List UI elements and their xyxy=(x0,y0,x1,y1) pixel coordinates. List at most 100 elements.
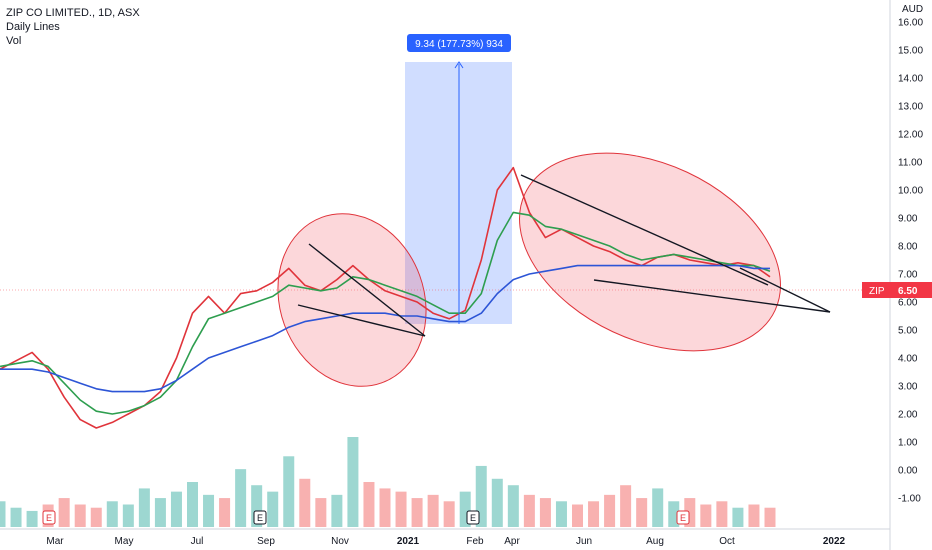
annotations xyxy=(0,62,890,387)
volume-bar xyxy=(219,498,231,527)
volume-bar xyxy=(58,498,70,527)
trend-line xyxy=(739,267,831,313)
measure-label-box xyxy=(407,34,511,52)
x-axis: Mar May Jul Sep Nov 2021 Feb Apr Jun Aug Oct 2022 xyxy=(0,528,890,547)
volume-bar xyxy=(652,488,664,527)
volume-bar xyxy=(395,491,407,527)
volume-bar xyxy=(572,504,583,527)
volume-bar xyxy=(90,507,102,527)
volume-bar xyxy=(0,501,6,527)
volume-bar xyxy=(251,485,263,527)
price-tag-box xyxy=(862,282,932,298)
volume-bar xyxy=(331,494,343,527)
volume-bar xyxy=(379,488,391,527)
volume-bar xyxy=(668,501,680,527)
x-tick-label: May xyxy=(115,536,134,547)
x-tick-label: Feb xyxy=(466,536,484,547)
volume-bar xyxy=(363,482,375,527)
y-tick-label: 7.00 xyxy=(898,270,918,281)
y-tick-label: 6.00 xyxy=(898,298,918,309)
volume-bar xyxy=(122,504,134,527)
y-tick-label: 3.00 xyxy=(898,382,918,393)
measure-arrow-head xyxy=(454,61,464,69)
volume-bar xyxy=(764,507,776,527)
measure-label: 9.34 (177.73%) 934 xyxy=(415,39,503,50)
trend-lines xyxy=(297,174,831,337)
currency-label: AUD xyxy=(902,4,923,15)
volume-bar xyxy=(267,491,279,527)
trend-line xyxy=(308,243,426,337)
chart-title: ZIP CO LIMITED., 1D, ASX xyxy=(6,7,140,19)
y-tick-label: 16.00 xyxy=(898,18,923,29)
highlight-ellipse-right xyxy=(519,152,781,352)
y-tick-label: 9.00 xyxy=(898,214,918,225)
volume-bar xyxy=(684,498,696,527)
x-tick-label: Sep xyxy=(257,536,275,547)
y-tick-label: 14.00 xyxy=(898,74,923,85)
x-tick-label: 2021 xyxy=(397,536,420,547)
series-line-1 xyxy=(0,211,771,415)
earnings-marker-label: E xyxy=(46,513,52,523)
volume-bar xyxy=(748,504,760,527)
volume-bar xyxy=(507,485,519,527)
volume-bar xyxy=(459,491,471,527)
chart-legend: ZIP CO LIMITED., 1D, ASX Daily Lines Vol xyxy=(6,6,140,48)
y-tick-label: 0.00 xyxy=(898,466,918,477)
series-lines xyxy=(0,166,771,429)
volume-bar xyxy=(187,482,198,527)
volume-bar xyxy=(732,507,744,527)
y-tick-label: 1.00 xyxy=(898,438,918,449)
y-tick-label: -1.00 xyxy=(898,494,921,505)
volume-bar xyxy=(443,501,455,527)
volume-bar xyxy=(26,510,38,527)
earnings-marker: E xyxy=(253,510,267,525)
volume-bar xyxy=(315,498,327,527)
x-tick-label: Oct xyxy=(719,536,735,547)
x-tick-label: Jun xyxy=(576,536,592,547)
x-tick-label: Aug xyxy=(646,536,664,547)
volume-bar xyxy=(427,494,439,527)
trend-line xyxy=(593,279,831,313)
volume-label: Vol xyxy=(6,35,22,47)
volume-bar xyxy=(106,501,118,527)
volume-bar xyxy=(138,488,150,527)
volume-bar xyxy=(620,485,632,527)
volume-bar xyxy=(523,494,535,527)
volume-bar xyxy=(588,501,600,527)
volume-bar xyxy=(154,498,166,527)
symbol-label: ZIP xyxy=(869,286,885,297)
measure-tool: 9.34 (177.73%) 934 xyxy=(407,34,511,324)
volume-bar xyxy=(283,456,295,527)
volume-bar xyxy=(170,491,182,527)
earnings-marker: E xyxy=(466,510,480,525)
x-tick-label: Mar xyxy=(46,536,64,547)
last-price-tag: ZIP 6.50 xyxy=(862,282,932,298)
trend-line xyxy=(297,304,426,337)
y-tick-label: 8.00 xyxy=(898,242,918,253)
volume-bar xyxy=(74,504,86,527)
y-tick-label: 5.00 xyxy=(898,326,918,337)
y-tick-label: 12.00 xyxy=(898,130,923,141)
volume-bars xyxy=(0,437,776,527)
x-tick-label: Apr xyxy=(504,536,520,547)
earnings-marker: E xyxy=(676,510,690,525)
volume-bar xyxy=(235,469,247,527)
trend-line xyxy=(520,174,769,286)
earnings-marker-label: E xyxy=(470,513,476,523)
x-tick-label: Jul xyxy=(191,536,204,547)
volume-bar xyxy=(475,465,487,527)
y-tick-label: 15.00 xyxy=(898,46,923,57)
volume-bar xyxy=(700,504,712,527)
volume-bar xyxy=(203,494,215,527)
volume-bar xyxy=(604,494,616,527)
volume-bar xyxy=(10,507,22,527)
x-tick-label: 2022 xyxy=(823,536,846,547)
volume-bar xyxy=(347,437,359,527)
y-tick-label: 13.00 xyxy=(898,102,923,113)
earnings-marker-label: E xyxy=(257,513,263,523)
volume-bar xyxy=(299,478,311,527)
highlight-ellipse-left xyxy=(277,213,427,387)
y-tick-label: 10.00 xyxy=(898,186,923,197)
